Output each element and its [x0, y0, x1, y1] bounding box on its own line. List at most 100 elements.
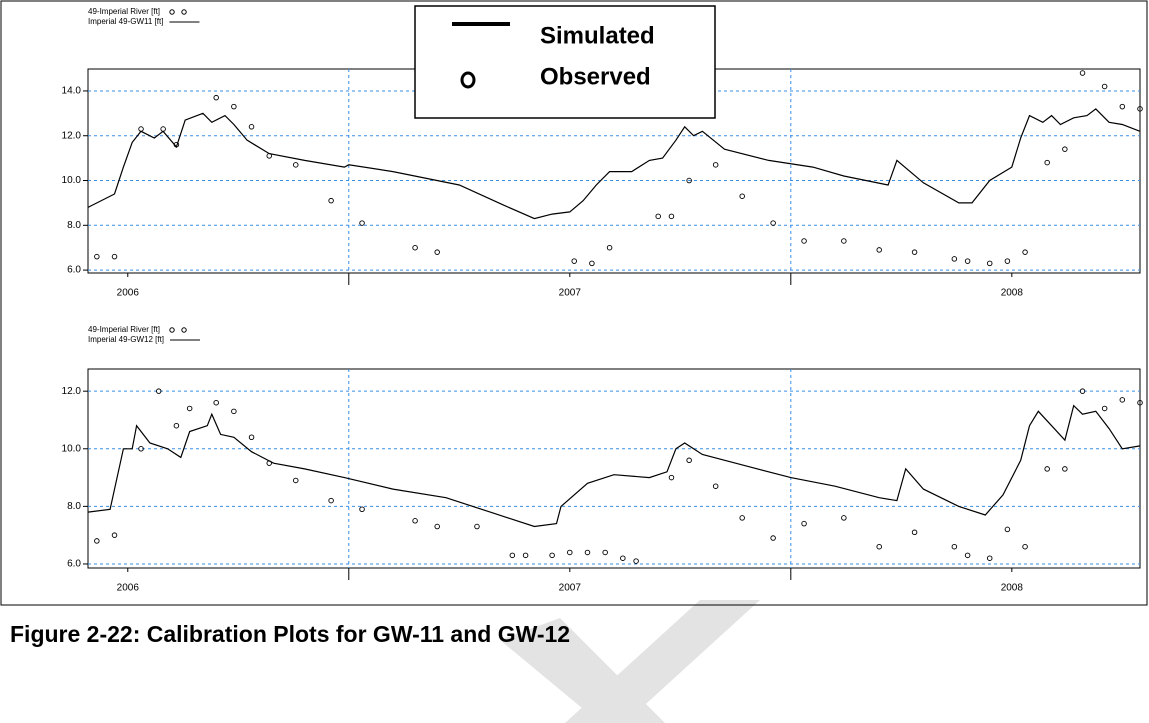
- observed-point: [1022, 249, 1028, 255]
- observed-point: [1079, 70, 1086, 76]
- watermark: [500, 618, 665, 723]
- legend-swatch: [169, 327, 175, 333]
- legend-marker: [460, 71, 476, 89]
- figure-frame: [0, 0, 1148, 606]
- observed-point: [1119, 397, 1126, 403]
- observed-point: [712, 162, 719, 168]
- observed-point: [111, 532, 118, 538]
- legend-swatch: [181, 327, 187, 333]
- observed-point: [668, 474, 675, 481]
- x-tick-label: 2008: [1001, 288, 1024, 299]
- observed-point: [213, 94, 219, 101]
- observed-point: [602, 549, 608, 556]
- observed-point: [1137, 106, 1143, 112]
- observed-point: [1062, 146, 1068, 152]
- observed-point: [1101, 83, 1108, 90]
- observed-point: [633, 558, 639, 564]
- x-tick-label: 2007: [559, 288, 582, 299]
- legend-label: 49-Imperial River [ft]: [88, 7, 160, 16]
- observed-point: [620, 555, 626, 561]
- observed-point: [434, 249, 440, 255]
- observed-point: [474, 523, 480, 530]
- observed-point: [668, 213, 675, 220]
- observed-point: [1062, 466, 1068, 472]
- observed-point: [292, 477, 299, 484]
- observed-point: [94, 538, 100, 544]
- y-tick-label: 10.0: [62, 175, 82, 186]
- observed-point: [964, 552, 971, 559]
- observed-point: [1101, 405, 1108, 412]
- observed-point: [986, 555, 993, 561]
- observed-point: [571, 258, 577, 264]
- legend-swatch: [169, 9, 175, 15]
- observed-point: [739, 515, 745, 521]
- legend-label: Observed: [540, 63, 651, 90]
- legend-label: Simulated: [540, 22, 655, 49]
- observed-point: [292, 162, 299, 168]
- observed-point: [986, 260, 993, 267]
- simulated-line: [87, 404, 1141, 528]
- observed-point: [876, 247, 882, 253]
- legend-swatch: [181, 9, 187, 15]
- observed-point: [522, 552, 529, 559]
- observed-point: [155, 388, 162, 394]
- observed-point: [359, 220, 365, 226]
- observed-point: [231, 103, 237, 110]
- observed-point: [328, 197, 334, 204]
- x-tick-label: 2006: [117, 583, 140, 594]
- observed-point: [1004, 258, 1011, 264]
- observed-point: [801, 238, 807, 244]
- observed-point: [1137, 399, 1143, 406]
- observed-point: [138, 446, 144, 452]
- y-tick-label: 6.0: [67, 265, 81, 276]
- observed-point: [549, 552, 555, 559]
- observed-point: [412, 244, 418, 251]
- observed-point: [712, 483, 719, 489]
- x-tick-label: 2008: [1001, 583, 1024, 594]
- simulated-line: [87, 108, 1141, 220]
- legend-label: Imperial 49-GW11 [ft]: [88, 17, 163, 26]
- observed-point: [606, 244, 613, 251]
- observed-point: [876, 543, 882, 550]
- observed-point: [589, 260, 595, 267]
- legend-label: Imperial 49-GW12 [ft]: [88, 335, 164, 344]
- y-tick-label: 12.0: [62, 386, 82, 397]
- observed-point: [213, 399, 219, 406]
- observed-point: [911, 529, 918, 536]
- observed-point: [739, 193, 745, 199]
- observed-point: [911, 249, 918, 255]
- figure-caption: Figure 2-22: Calibration Plots for GW-11…: [10, 621, 570, 647]
- observed-point: [841, 238, 847, 244]
- observed-point: [412, 518, 418, 524]
- observed-point: [951, 256, 958, 262]
- observed-point: [1022, 543, 1028, 550]
- x-tick-label: 2007: [559, 583, 582, 594]
- x-tick-label: 2006: [117, 288, 140, 299]
- observed-point: [248, 434, 255, 441]
- observed-point: [248, 124, 255, 130]
- y-tick-label: 12.0: [62, 130, 82, 141]
- observed-point: [801, 520, 807, 527]
- observed-point: [509, 552, 516, 559]
- observed-point: [567, 549, 573, 556]
- observed-point: [770, 535, 776, 541]
- observed-point: [1044, 159, 1050, 166]
- observed-point: [231, 408, 237, 415]
- observed-point: [951, 543, 958, 550]
- observed-point: [964, 258, 971, 264]
- y-tick-label: 8.0: [67, 220, 81, 231]
- y-tick-label: 10.0: [62, 443, 82, 454]
- observed-point: [328, 497, 334, 504]
- observed-point: [186, 405, 193, 412]
- observed-point: [686, 177, 692, 184]
- observed-point: [1119, 103, 1126, 110]
- observed-point: [1079, 388, 1086, 394]
- legend-label: 49-Imperial River [ft]: [88, 325, 160, 334]
- observed-point: [434, 523, 440, 530]
- y-tick-label: 6.0: [67, 559, 81, 570]
- observed-point: [94, 253, 100, 260]
- observed-point: [655, 213, 661, 220]
- y-tick-label: 14.0: [62, 86, 82, 97]
- observed-point: [1004, 526, 1011, 533]
